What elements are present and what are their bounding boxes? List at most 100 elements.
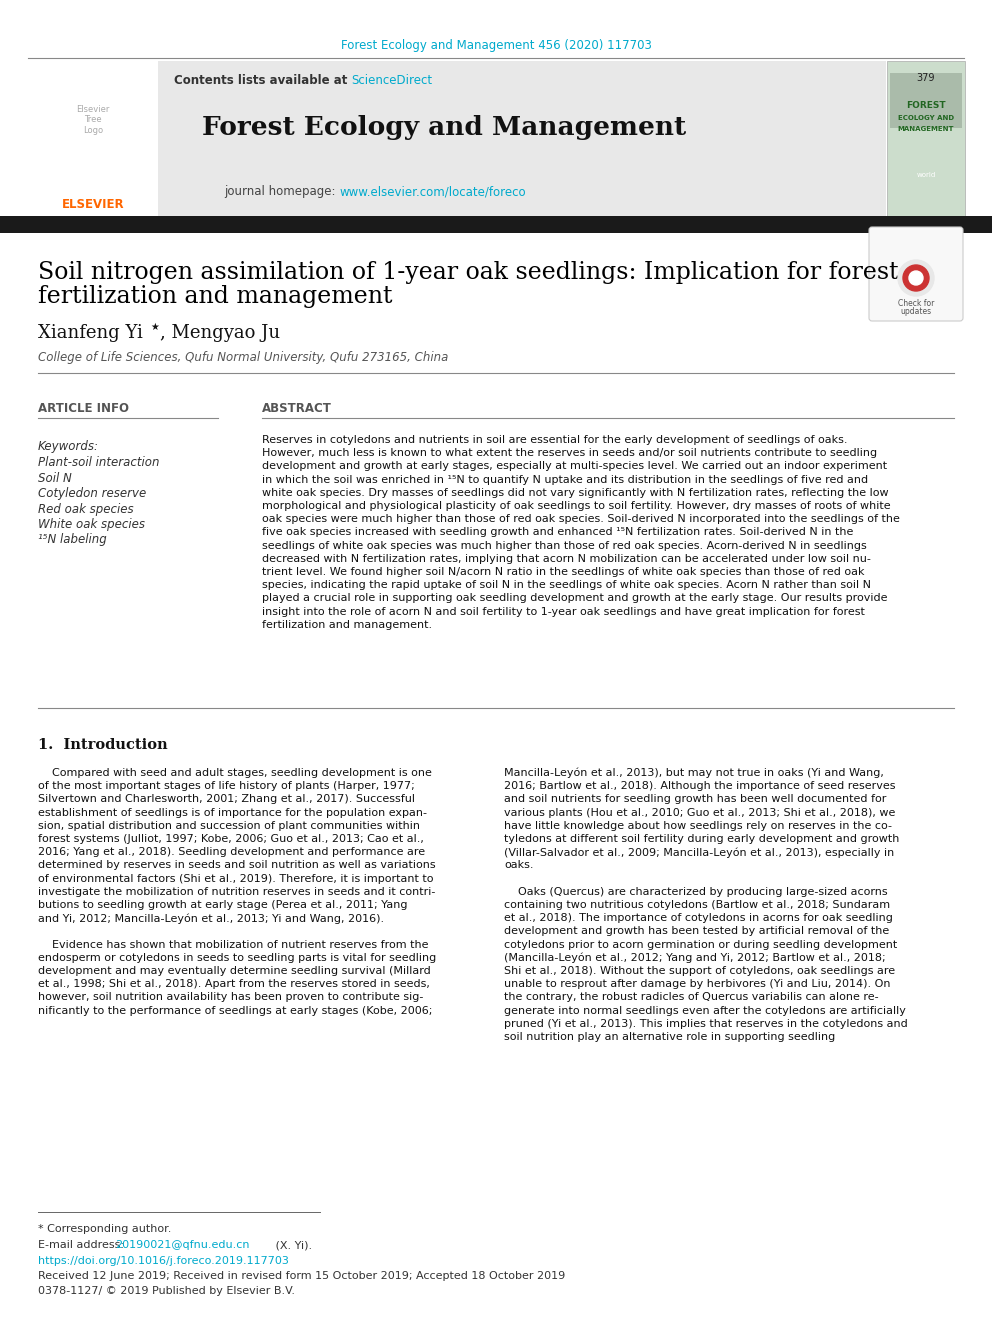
- Text: fertilization and management.: fertilization and management.: [262, 619, 433, 630]
- Text: White oak species: White oak species: [38, 519, 145, 531]
- FancyBboxPatch shape: [869, 228, 963, 321]
- Text: Mancilla-Leyón et al., 2013), but may not true in oaks (Yi and Wang,: Mancilla-Leyón et al., 2013), but may no…: [504, 767, 884, 778]
- Text: trient level. We found higher soil N/acorn N ratio in the seedlings of white oak: trient level. We found higher soil N/aco…: [262, 568, 864, 577]
- Text: College of Life Sciences, Qufu Normal University, Qufu 273165, China: College of Life Sciences, Qufu Normal Un…: [38, 352, 448, 365]
- Text: decreased with N fertilization rates, implying that acorn N mobilization can be : decreased with N fertilization rates, im…: [262, 554, 871, 564]
- Text: of the most important stages of life history of plants (Harper, 1977;: of the most important stages of life his…: [38, 781, 415, 791]
- Text: butions to seedling growth at early stage (Perea et al., 2011; Yang: butions to seedling growth at early stag…: [38, 900, 408, 910]
- Text: FOREST: FOREST: [906, 101, 945, 110]
- Text: (Mancilla-Leyón et al., 2012; Yang and Yi, 2012; Bartlow et al., 2018;: (Mancilla-Leyón et al., 2012; Yang and Y…: [504, 953, 886, 963]
- Text: * Corresponding author.: * Corresponding author.: [38, 1224, 172, 1234]
- Text: et al., 1998; Shi et al., 2018). Apart from the reserves stored in seeds,: et al., 1998; Shi et al., 2018). Apart f…: [38, 979, 430, 990]
- Text: ¹⁵N labeling: ¹⁵N labeling: [38, 533, 107, 546]
- Text: and soil nutrients for seedling growth has been well documented for: and soil nutrients for seedling growth h…: [504, 794, 887, 804]
- Text: of environmental factors (Shi et al., 2019). Therefore, it is important to: of environmental factors (Shi et al., 20…: [38, 873, 434, 884]
- Text: https://doi.org/10.1016/j.foreco.2019.117703: https://doi.org/10.1016/j.foreco.2019.11…: [38, 1256, 289, 1266]
- Text: played a crucial role in supporting oak seedling development and growth at the e: played a crucial role in supporting oak …: [262, 594, 888, 603]
- Text: Forest Ecology and Management 456 (2020) 117703: Forest Ecology and Management 456 (2020)…: [340, 38, 652, 52]
- FancyBboxPatch shape: [28, 61, 158, 218]
- Circle shape: [909, 271, 923, 284]
- Text: forest systems (Julliot, 1997; Kobe, 2006; Guo et al., 2013; Cao et al.,: forest systems (Julliot, 1997; Kobe, 200…: [38, 833, 424, 844]
- Text: sion, spatial distribution and succession of plant communities within: sion, spatial distribution and successio…: [38, 820, 420, 831]
- Text: , Mengyao Ju: , Mengyao Ju: [160, 324, 280, 343]
- Text: ★: ★: [150, 321, 159, 332]
- Text: MANAGEMENT: MANAGEMENT: [898, 126, 954, 132]
- Text: (X. Yi).: (X. Yi).: [272, 1240, 312, 1250]
- Text: Elsevier
Tree
Logo: Elsevier Tree Logo: [76, 105, 110, 135]
- Text: in which the soil was enriched in ¹⁵N to quantify N uptake and its distribution : in which the soil was enriched in ¹⁵N to…: [262, 475, 868, 484]
- Text: and Yi, 2012; Mancilla-Leyón et al., 2013; Yi and Wang, 2016).: and Yi, 2012; Mancilla-Leyón et al., 201…: [38, 913, 384, 923]
- Text: Plant-soil interaction: Plant-soil interaction: [38, 456, 160, 468]
- Text: pruned (Yi et al., 2013). This implies that reserves in the cotyledons and: pruned (Yi et al., 2013). This implies t…: [504, 1019, 908, 1029]
- Text: various plants (Hou et al., 2010; Guo et al., 2013; Shi et al., 2018), we: various plants (Hou et al., 2010; Guo et…: [504, 807, 896, 818]
- Text: 0378-1127/ © 2019 Published by Elsevier B.V.: 0378-1127/ © 2019 Published by Elsevier …: [38, 1286, 295, 1297]
- Text: development and growth at early stages, especially at multi-species level. We ca: development and growth at early stages, …: [262, 462, 887, 471]
- Text: ELSEVIER: ELSEVIER: [62, 198, 124, 212]
- Text: However, much less is known to what extent the reserves in seeds and/or soil nut: However, much less is known to what exte…: [262, 448, 877, 458]
- Text: unable to resprout after damage by herbivores (Yi and Liu, 2014). On: unable to resprout after damage by herbi…: [504, 979, 891, 990]
- Text: soil nutrition play an alternative role in supporting seedling: soil nutrition play an alternative role …: [504, 1032, 835, 1043]
- Text: five oak species increased with seedling growth and enhanced ¹⁵N fertilization r: five oak species increased with seedling…: [262, 528, 853, 537]
- Text: endosperm or cotyledons in seeds to seedling parts is vital for seedling: endosperm or cotyledons in seeds to seed…: [38, 953, 436, 963]
- Text: Forest Ecology and Management: Forest Ecology and Management: [202, 115, 686, 140]
- Text: (Villar-Salvador et al., 2009; Mancilla-Leyón et al., 2013), especially in: (Villar-Salvador et al., 2009; Mancilla-…: [504, 847, 894, 857]
- Text: tyledons at different soil fertility during early development and growth: tyledons at different soil fertility dur…: [504, 833, 900, 844]
- Text: have little knowledge about how seedlings rely on reserves in the co-: have little knowledge about how seedling…: [504, 820, 892, 831]
- Text: containing two nutritious cotyledons (Bartlow et al., 2018; Sundaram: containing two nutritious cotyledons (Ba…: [504, 900, 890, 910]
- Text: oak species were much higher than those of red oak species. Soil-derived N incor: oak species were much higher than those …: [262, 515, 900, 524]
- Text: Cotyledon reserve: Cotyledon reserve: [38, 487, 146, 500]
- Text: Contents lists available at: Contents lists available at: [174, 74, 351, 86]
- Text: Silvertown and Charlesworth, 2001; Zhang et al., 2017). Successful: Silvertown and Charlesworth, 2001; Zhang…: [38, 794, 415, 804]
- FancyBboxPatch shape: [28, 61, 886, 218]
- Text: oaks.: oaks.: [504, 860, 534, 871]
- FancyBboxPatch shape: [0, 216, 992, 233]
- Text: ECOLOGY AND: ECOLOGY AND: [898, 115, 954, 120]
- Text: world: world: [917, 172, 935, 179]
- Text: the contrary, the robust radicles of Quercus variabilis can alone re-: the contrary, the robust radicles of Que…: [504, 992, 879, 1003]
- Text: white oak species. Dry masses of seedlings did not vary significantly with N fer: white oak species. Dry masses of seedlin…: [262, 488, 889, 497]
- Text: E-mail address:: E-mail address:: [38, 1240, 128, 1250]
- Text: ABSTRACT: ABSTRACT: [262, 401, 332, 414]
- Text: establishment of seedlings is of importance for the population expan-: establishment of seedlings is of importa…: [38, 807, 427, 818]
- Text: determined by reserves in seeds and soil nutrition as well as variations: determined by reserves in seeds and soil…: [38, 860, 435, 871]
- Text: journal homepage:: journal homepage:: [224, 185, 339, 198]
- Text: www.elsevier.com/locate/foreco: www.elsevier.com/locate/foreco: [339, 185, 526, 198]
- Text: Compared with seed and adult stages, seedling development is one: Compared with seed and adult stages, see…: [38, 767, 432, 778]
- Text: species, indicating the rapid uptake of soil N in the seedlings of white oak spe: species, indicating the rapid uptake of …: [262, 581, 871, 590]
- Circle shape: [903, 265, 929, 291]
- Text: development and may eventually determine seedling survival (Millard: development and may eventually determine…: [38, 966, 431, 976]
- Text: Check for: Check for: [898, 299, 934, 308]
- Text: morphological and physiological plasticity of oak seedlings to soil fertility. H: morphological and physiological plastici…: [262, 501, 891, 511]
- Text: updates: updates: [901, 307, 931, 316]
- Text: 1.  Introduction: 1. Introduction: [38, 738, 168, 751]
- Text: 2016; Bartlow et al., 2018). Although the importance of seed reserves: 2016; Bartlow et al., 2018). Although th…: [504, 781, 896, 791]
- Text: Red oak species: Red oak species: [38, 503, 134, 516]
- Text: cotyledons prior to acorn germination or during seedling development: cotyledons prior to acorn germination or…: [504, 939, 897, 950]
- Text: ARTICLE INFO: ARTICLE INFO: [38, 401, 129, 414]
- Text: generate into normal seedlings even after the cotyledons are artificially: generate into normal seedlings even afte…: [504, 1005, 906, 1016]
- Text: investigate the mobilization of nutrition reserves in seeds and it contri-: investigate the mobilization of nutritio…: [38, 886, 435, 897]
- Text: 379: 379: [917, 73, 935, 83]
- Text: fertilization and management: fertilization and management: [38, 286, 393, 308]
- Text: Keywords:: Keywords:: [38, 441, 99, 452]
- Text: et al., 2018). The importance of cotyledons in acorns for oak seedling: et al., 2018). The importance of cotyled…: [504, 913, 893, 923]
- Text: Soil N: Soil N: [38, 471, 71, 484]
- Text: Received 12 June 2019; Received in revised form 15 October 2019; Accepted 18 Oct: Received 12 June 2019; Received in revis…: [38, 1271, 565, 1281]
- Text: development and growth has been tested by artificial removal of the: development and growth has been tested b…: [504, 926, 889, 937]
- Text: ScienceDirect: ScienceDirect: [351, 74, 433, 86]
- Text: insight into the role of acorn N and soil fertility to 1-year oak seedlings and : insight into the role of acorn N and soi…: [262, 607, 865, 617]
- Text: Shi et al., 2018). Without the support of cotyledons, oak seedlings are: Shi et al., 2018). Without the support o…: [504, 966, 895, 976]
- Text: Oaks (Quercus) are characterized by producing large-sized acorns: Oaks (Quercus) are characterized by prod…: [504, 886, 888, 897]
- Text: Soil nitrogen assimilation of 1-year oak seedlings: Implication for forest: Soil nitrogen assimilation of 1-year oak…: [38, 261, 899, 283]
- Circle shape: [898, 261, 934, 296]
- Text: seedlings of white oak species was much higher than those of red oak species. Ac: seedlings of white oak species was much …: [262, 541, 867, 550]
- Text: nificantly to the performance of seedlings at early stages (Kobe, 2006;: nificantly to the performance of seedlin…: [38, 1005, 433, 1016]
- Text: Reserves in cotyledons and nutrients in soil are essential for the early develop: Reserves in cotyledons and nutrients in …: [262, 435, 847, 445]
- Text: 20190021@qfnu.edu.cn: 20190021@qfnu.edu.cn: [115, 1240, 250, 1250]
- FancyBboxPatch shape: [890, 73, 962, 128]
- Text: however, soil nutrition availability has been proven to contribute sig-: however, soil nutrition availability has…: [38, 992, 424, 1003]
- Text: Xianfeng Yi: Xianfeng Yi: [38, 324, 143, 343]
- Text: 2016; Yang et al., 2018). Seedling development and performance are: 2016; Yang et al., 2018). Seedling devel…: [38, 847, 426, 857]
- FancyBboxPatch shape: [887, 61, 965, 218]
- Text: Evidence has shown that mobilization of nutrient reserves from the: Evidence has shown that mobilization of …: [38, 939, 429, 950]
